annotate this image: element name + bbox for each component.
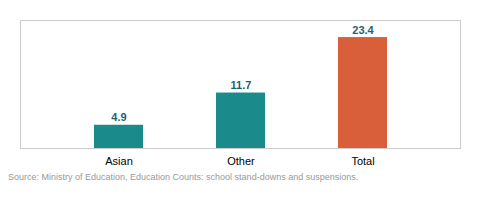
svg-text:Other: Other bbox=[227, 155, 255, 167]
svg-text:11.7: 11.7 bbox=[231, 79, 252, 91]
html-text:Source: Ministry of Education,: Source: Ministry of Education, Education… bbox=[8, 172, 359, 182]
svg-text:Total: Total bbox=[351, 155, 374, 167]
svg-text:Asian: Asian bbox=[105, 155, 133, 167]
svg-text:23.4: 23.4 bbox=[352, 24, 374, 36]
svg-text:4.9: 4.9 bbox=[111, 111, 126, 123]
